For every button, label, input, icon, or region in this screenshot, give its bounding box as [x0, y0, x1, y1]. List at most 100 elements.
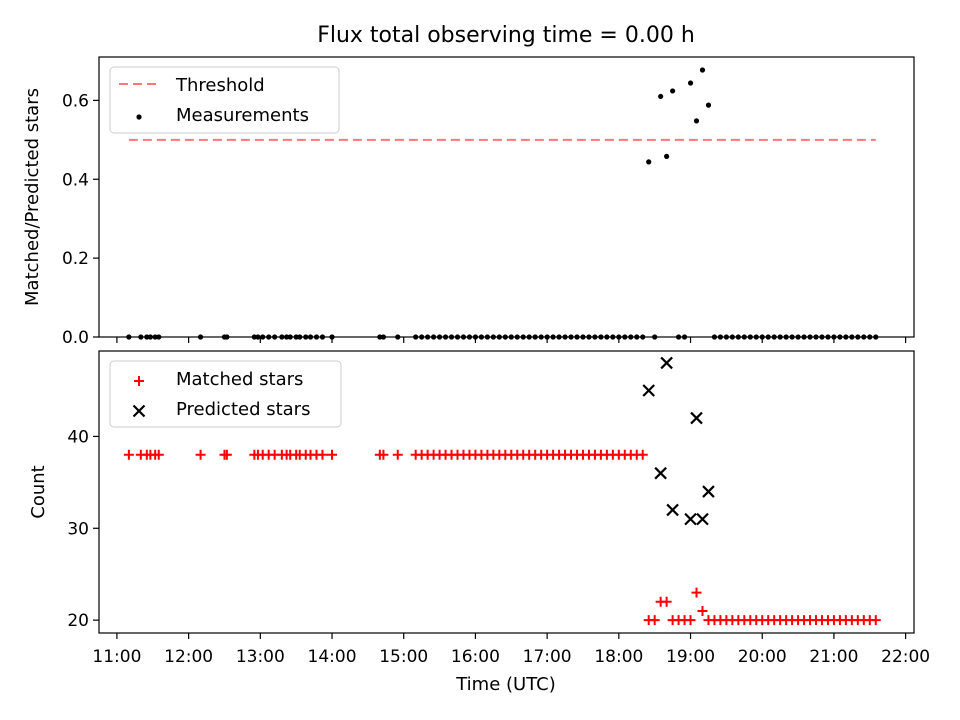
measurement-point [753, 334, 759, 340]
matched-stars-point [123, 449, 134, 460]
measurement-point [670, 88, 676, 94]
x-tick-label: 20:00 [738, 647, 787, 667]
measurement-point [395, 334, 401, 340]
matched-stars-point [637, 449, 648, 460]
measurement-point [843, 334, 849, 340]
x-tick-label: 12:00 [164, 647, 213, 667]
measurement-point [550, 334, 556, 340]
measurement-point [442, 334, 449, 340]
measurement-point [272, 334, 278, 340]
legend-label: Matched stars [176, 369, 303, 390]
count-y-tick-label: 40 [67, 427, 89, 447]
measurement-point [699, 67, 706, 73]
measurement-point [448, 334, 455, 340]
chart-title: Flux total observing time = 0.00 h [317, 23, 695, 48]
measurement-point [484, 334, 490, 340]
ratio-y-tick-label: 0.0 [62, 328, 89, 348]
measurement-point [490, 334, 496, 340]
measurement-point [147, 334, 153, 340]
measurement-point [279, 334, 285, 340]
measurement-point [454, 334, 461, 340]
measurement-point [266, 334, 272, 340]
measurement-point [616, 334, 622, 340]
predicted-stars-point [660, 356, 673, 370]
measurement-point [711, 334, 718, 340]
measurement-point [873, 334, 879, 340]
legend-measurements-swatch [136, 114, 142, 120]
count-legend-box [109, 360, 342, 428]
matched-stars-point [327, 449, 338, 460]
measurement-point [622, 334, 628, 340]
matched-stars-point [221, 449, 232, 460]
legend-label: Threshold [175, 75, 265, 96]
plus-marker [392, 449, 403, 460]
measurement-point [319, 334, 326, 340]
measurement-point [532, 334, 538, 340]
measurement-point [759, 334, 765, 340]
plus-marker [317, 449, 328, 460]
measurement-point [681, 334, 688, 340]
measurement-point [640, 334, 646, 340]
measurement-point [723, 334, 729, 340]
measurement-point [436, 334, 443, 340]
measurement-point [717, 334, 724, 340]
measurement-point [284, 334, 290, 340]
measurement-point [580, 334, 586, 340]
measurement-point [634, 334, 640, 340]
measurement-point [297, 334, 303, 340]
plus-marker [123, 449, 134, 460]
measurement-point [586, 334, 592, 340]
count-panel: 20 30 40 11:00 12:00 13:00 14:00 15:00 16:00 17:0… [67, 350, 930, 667]
plus-marker [870, 615, 881, 626]
ratio-y-tick-label: 0.6 [62, 91, 89, 111]
measurement-point [598, 334, 604, 340]
measurement-point [819, 334, 825, 340]
legend-label: Measurements [176, 105, 309, 126]
ratio-panel: 0.0 0.2 0.4 0.6 Threshold Measurements [62, 56, 915, 348]
measurement-point [520, 334, 526, 340]
matched-stars-point [685, 615, 696, 626]
measurement-point [610, 334, 616, 340]
ratio-y-tick-label: 0.2 [62, 249, 89, 269]
measurement-point [380, 334, 387, 340]
measurement-point [144, 334, 150, 340]
measurement-point [329, 334, 335, 340]
matched-stars-point [870, 615, 881, 626]
measurement-point [795, 334, 801, 340]
measurement-point [313, 334, 320, 340]
measurement-point [556, 334, 562, 340]
x-tick-label: 19:00 [666, 647, 715, 667]
ratio-y-axis-label: Matched/Predicted stars [22, 88, 43, 306]
measurement-point [705, 102, 712, 108]
measurement-point [156, 334, 162, 340]
measurement-point [855, 334, 861, 340]
plus-marker [685, 615, 696, 626]
measurement-point [307, 334, 314, 340]
measurement-point [514, 334, 520, 340]
ratio-legend-box [109, 66, 340, 134]
predicted-stars-point [684, 512, 697, 526]
measurement-point [747, 334, 753, 340]
measurement-point [789, 334, 795, 340]
measurement-point [849, 334, 855, 340]
plus-marker [649, 615, 660, 626]
plus-marker [153, 449, 164, 460]
measurement-point [425, 334, 431, 340]
measurement-point [478, 334, 485, 340]
measurement-point [574, 334, 580, 340]
measurement-point [675, 334, 682, 340]
legend-matched-swatch [134, 376, 144, 386]
measurement-point [729, 334, 735, 340]
plus-marker [661, 596, 672, 607]
measurement-point [867, 334, 873, 340]
x-tick-label: 21:00 [809, 647, 858, 667]
predicted-stars-point [696, 512, 709, 526]
count-plot-frame [98, 350, 915, 634]
plus-marker [637, 449, 648, 460]
plus-marker [378, 449, 389, 460]
measurement-point [466, 334, 473, 340]
predicted-stars-point [654, 466, 667, 480]
matched-stars-point [697, 605, 708, 616]
measurement-point [562, 334, 568, 340]
